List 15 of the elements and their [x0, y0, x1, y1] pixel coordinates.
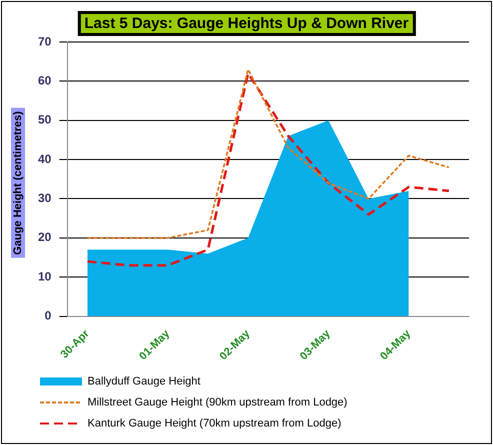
y-tick-label: 0	[44, 308, 52, 323]
y-axis-title: Gauge Height (centimetres)	[11, 108, 25, 258]
legend-label: Ballyduff Gauge Height	[88, 376, 200, 388]
y-tick-label: 30	[38, 191, 52, 206]
y-tick-label: 50	[38, 112, 52, 127]
chart-title: Last 5 Days: Gauge Heights Up & Down River	[77, 11, 416, 36]
y-tick-label: 70	[38, 34, 52, 48]
line-series	[86, 68, 450, 239]
y-tick-label: 40	[38, 152, 52, 166]
legend-label: Millstreet Gauge Height (90km upstream from Lodge)	[88, 396, 348, 409]
y-tick-label: 60	[38, 73, 52, 88]
legend-label: Kanturk Gauge Height (70km upstream from Lodge)	[88, 418, 342, 430]
line-series	[86, 72, 450, 267]
y-tick-label: 10	[38, 269, 52, 284]
y-tick-label: 20	[38, 230, 52, 244]
